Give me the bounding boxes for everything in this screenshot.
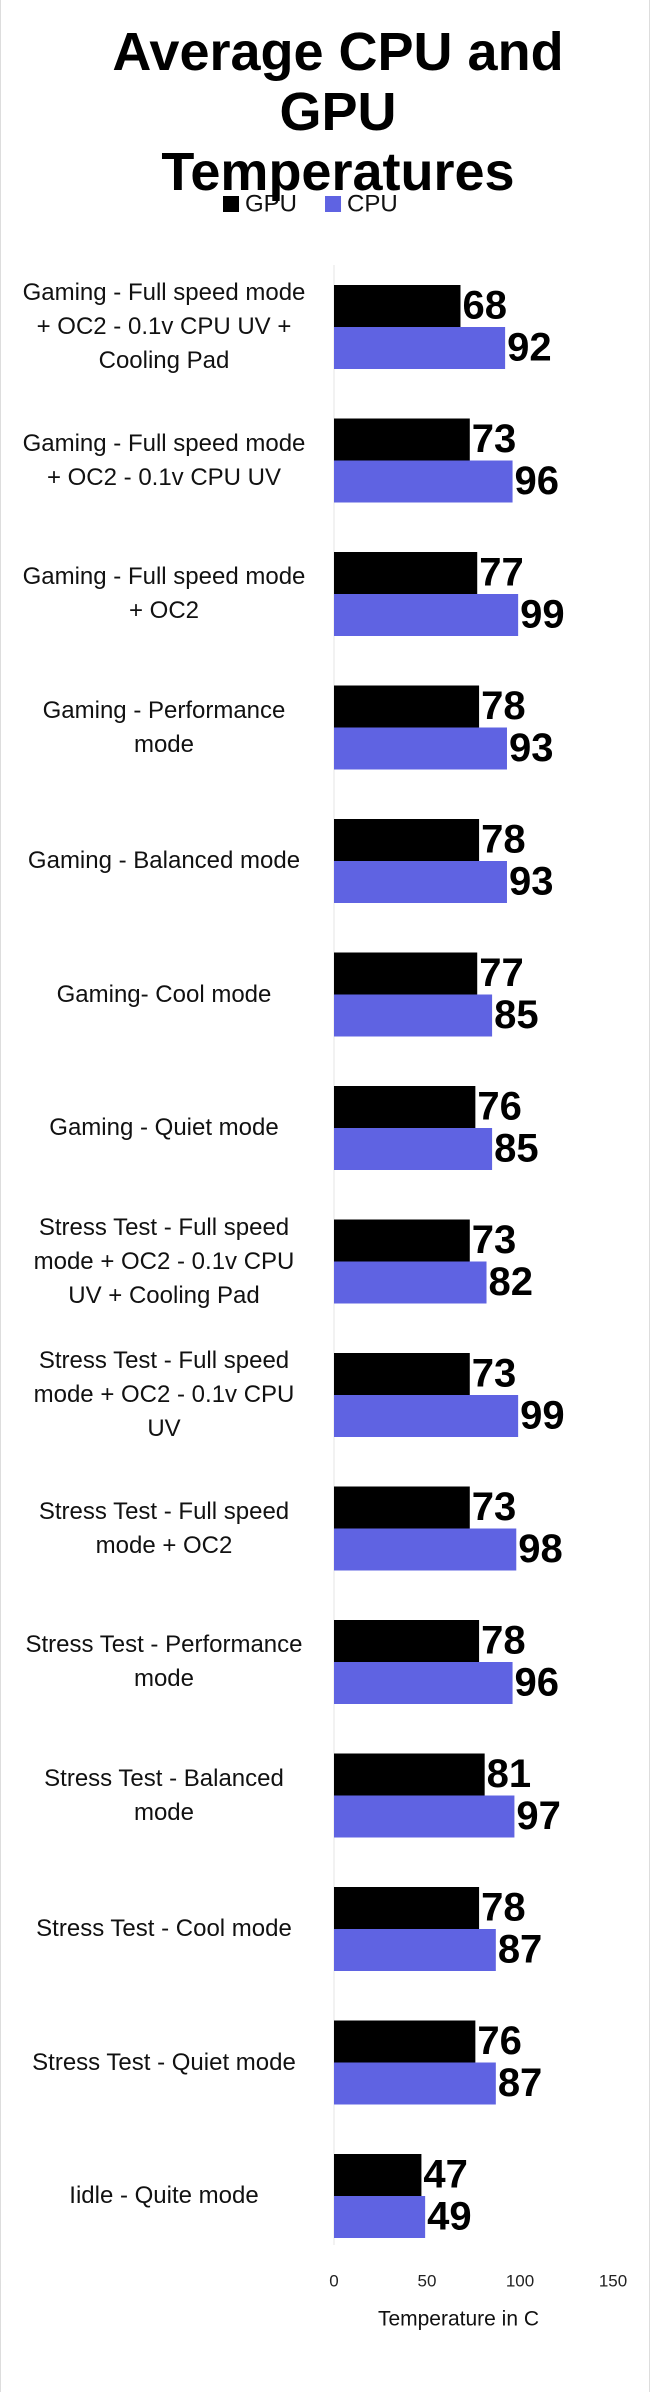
bar	[334, 2154, 422, 2196]
bar	[334, 1486, 470, 1529]
data-label: 77	[479, 951, 523, 995]
bar	[334, 952, 478, 995]
x-tick-label: 100	[506, 2271, 534, 2290]
bar	[334, 994, 493, 1037]
data-label: 78	[481, 818, 525, 862]
data-label: 87	[498, 1928, 543, 1972]
category-label: Gaming - Full speed mode + OC2	[22, 563, 306, 624]
bar	[334, 861, 507, 903]
category-label: Iidle - Quite mode	[69, 2182, 259, 2209]
category-label: Gaming- Cool mode	[56, 980, 272, 1008]
bar	[334, 1929, 496, 1971]
x-tick-label: 50	[418, 2271, 437, 2290]
data-label: 78	[481, 684, 525, 728]
data-label: 73	[472, 1352, 517, 1396]
bar	[334, 2196, 426, 2238]
category-label: Stress Test - Cool mode	[36, 1915, 292, 1942]
bar	[334, 2062, 496, 2105]
bar	[334, 1620, 480, 1662]
data-label: 85	[494, 1127, 538, 1171]
category-label: Gaming - Balanced mode	[27, 847, 301, 874]
bar	[334, 418, 470, 461]
category-label: Gaming - Quiet mode	[49, 1114, 279, 1141]
bar	[334, 460, 513, 503]
data-label: 68	[462, 284, 507, 328]
bar	[334, 552, 478, 594]
category-label: Gaming - Performance mode	[42, 696, 286, 758]
data-label: 97	[516, 1794, 561, 1838]
data-label: 49	[427, 2195, 472, 2239]
data-label: 99	[520, 593, 565, 637]
bar	[334, 1353, 470, 1395]
category-label: Stress Test - Performance mode	[25, 1631, 303, 1692]
category-label: Stress Test - Full speed mode + OC2 - 0.…	[33, 1347, 295, 1442]
bar	[334, 1528, 517, 1571]
data-label: 78	[481, 1619, 525, 1663]
legend-swatch	[223, 196, 239, 212]
data-label: 76	[477, 2019, 522, 2063]
data-label: 77	[479, 551, 523, 595]
data-label: 96	[515, 1661, 560, 1705]
data-label: 98	[518, 1527, 563, 1571]
bar	[334, 727, 507, 770]
data-label: 73	[472, 1485, 517, 1529]
bar	[334, 1662, 513, 1704]
category-label: Gaming - Full speed mode + OC2 - 0.1v CP…	[22, 429, 306, 491]
data-label: 81	[487, 1752, 532, 1796]
bar	[334, 819, 480, 861]
bar	[334, 1887, 480, 1929]
x-tick-label: 0	[329, 2271, 338, 2290]
legend-label: CPU	[347, 190, 398, 217]
bar	[334, 285, 461, 327]
data-label: 78	[481, 1886, 525, 1930]
data-label: 73	[472, 1218, 517, 1262]
bar	[334, 1086, 476, 1128]
data-label: 87	[498, 2061, 543, 2105]
bar	[334, 1753, 485, 1796]
category-label: Gaming - Full speed mode + OC2 - 0.1v CP…	[22, 279, 306, 374]
bar	[334, 1795, 515, 1838]
bar	[334, 1395, 519, 1437]
bar	[334, 685, 480, 728]
data-label: 85	[494, 993, 538, 1037]
data-label: 76	[477, 1085, 522, 1129]
bar	[334, 594, 519, 636]
category-label: Stress Test - Balanced mode	[44, 1764, 284, 1826]
data-label: 47	[423, 2153, 468, 2197]
data-label: 73	[472, 417, 517, 461]
data-label: 99	[520, 1394, 565, 1438]
bar	[334, 1128, 493, 1170]
data-label: 92	[507, 326, 552, 370]
x-axis-title: Temperature in C	[378, 2308, 539, 2331]
x-tick-label: 150	[599, 2271, 627, 2290]
bar	[334, 1219, 470, 1262]
category-label: Stress Test - Full speed mode + OC2 - 0.…	[33, 1213, 295, 1309]
bar	[334, 2020, 476, 2063]
data-label: 93	[509, 726, 553, 770]
data-label: 96	[515, 459, 560, 503]
bar	[334, 1261, 487, 1304]
bar	[334, 327, 506, 369]
data-label: 82	[489, 1260, 534, 1304]
chart-title: Average CPU and GPU Temperatures	[112, 22, 564, 202]
legend-swatch	[325, 196, 342, 212]
data-label: 93	[509, 860, 553, 904]
category-label: Stress Test - Full speed mode + OC2	[38, 1497, 290, 1559]
category-label: Stress Test - Quiet mode	[32, 2048, 296, 2076]
legend-label: GPU	[245, 190, 297, 217]
